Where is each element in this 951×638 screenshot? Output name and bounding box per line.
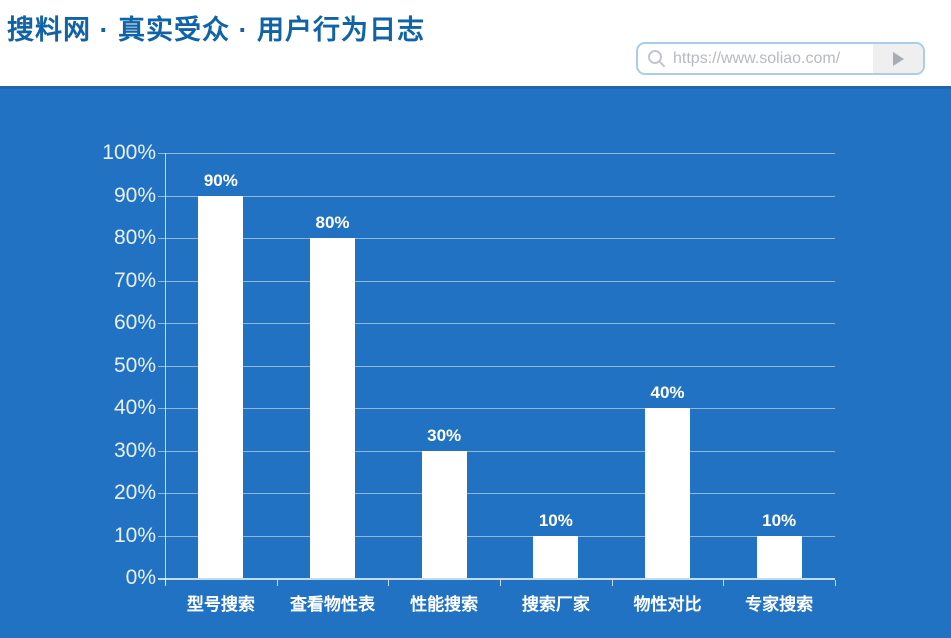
gridline — [158, 493, 835, 494]
x-axis-tick — [388, 580, 390, 586]
y-tick-label: 70% — [113, 268, 156, 292]
x-axis-tick — [835, 580, 836, 586]
y-tick-label: 20% — [113, 481, 156, 504]
gridline — [158, 280, 835, 282]
bar-value-label: 90% — [203, 170, 238, 190]
page-title: 搜料网 · 真实受众 · 用户行为日志 — [7, 15, 425, 45]
x-axis-tick — [276, 580, 278, 586]
bar-value-label: 30% — [427, 425, 462, 445]
y-tick-label: 0% — [125, 566, 156, 589]
y-tick-label: 30% — [113, 438, 156, 462]
chart-panel: 0% 10% 20% 30% 40% 50% 60% 70% 80% 90% 100% 90% 型号搜索… — [0, 86, 951, 638]
x-category-label: 查看物性表 — [289, 595, 375, 614]
x-category-label: 专家搜索 — [745, 595, 814, 614]
bar-value-label: 80% — [315, 213, 350, 232]
bar — [310, 238, 355, 578]
gridline — [158, 323, 835, 324]
bar — [421, 450, 467, 578]
bar-chart: 0% 10% 20% 30% 40% 50% 60% 70% 80% 90% 100% 90% 型号搜索… — [0, 89, 951, 638]
gridline — [158, 408, 835, 409]
x-axis-line — [158, 578, 835, 580]
go-button[interactable] — [873, 44, 923, 73]
x-category-label: 型号搜索 — [186, 595, 255, 614]
y-tick-label: 80% — [113, 226, 156, 249]
y-tick-label: 90% — [113, 183, 156, 207]
y-tick-label: 40% — [113, 396, 156, 419]
bar — [533, 535, 579, 578]
bar-value-label: 10% — [762, 510, 797, 530]
bar — [198, 195, 244, 578]
browser-address-bar[interactable]: https://www.soliao.com/ — [636, 42, 925, 75]
gridline — [158, 450, 835, 452]
x-category-label: 性能搜索 — [410, 595, 479, 614]
gridline — [158, 238, 835, 239]
y-tick-label: 50% — [113, 353, 156, 377]
y-tick-label: 60% — [113, 311, 156, 334]
x-axis-tick — [611, 580, 613, 586]
y-tick-label: 10% — [113, 523, 156, 547]
x-axis-tick — [500, 580, 501, 586]
bar-value-label: 40% — [650, 383, 685, 402]
url-text[interactable]: https://www.soliao.com/ — [673, 49, 841, 67]
gridline — [158, 153, 835, 154]
x-axis-tick — [165, 580, 166, 586]
y-axis-line — [165, 153, 166, 585]
search-icon — [647, 49, 666, 68]
gridline — [158, 195, 835, 197]
y-tick-label: 100% — [102, 141, 156, 164]
bar — [645, 408, 690, 578]
bar-value-label: 10% — [538, 510, 573, 530]
play-icon — [892, 51, 904, 66]
x-category-label: 物性对比 — [633, 595, 702, 614]
gridline — [158, 535, 835, 537]
gridline — [158, 365, 835, 367]
x-category-label: 搜索厂家 — [521, 595, 590, 614]
bar — [756, 535, 802, 578]
x-axis-tick — [723, 580, 725, 586]
